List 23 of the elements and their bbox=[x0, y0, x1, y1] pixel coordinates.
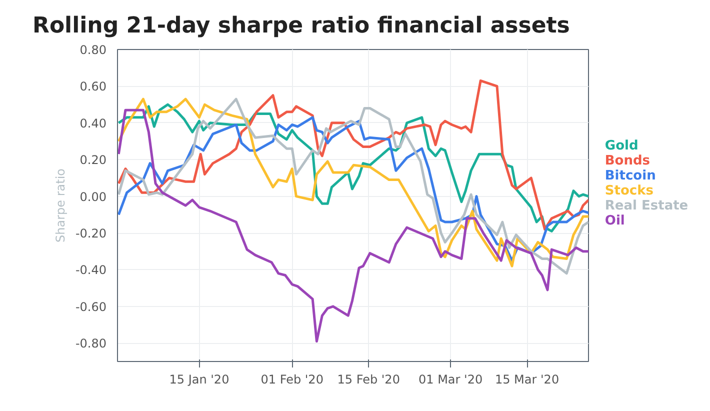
series-label: Stocks bbox=[604, 184, 654, 198]
y-axis-title: Sharpe ratio bbox=[53, 168, 68, 242]
x-tick-label: 15 Jan '20 bbox=[169, 372, 230, 386]
y-tick-label: -0.60 bbox=[75, 300, 107, 314]
text: Oil bbox=[604, 214, 625, 228]
y-tick-label: -0.80 bbox=[75, 336, 107, 351]
chart-title: Rolling 21-day sharpe ratio financial assets bbox=[32, 14, 570, 38]
x-tick-label: 01 Feb '20 bbox=[260, 372, 324, 386]
y-tick-label: 0.60 bbox=[80, 80, 106, 94]
x-tick-label: 15 Feb '20 bbox=[337, 372, 400, 386]
y-tick-label: 0.80 bbox=[80, 43, 106, 57]
y-tick-label: 0.40 bbox=[80, 116, 106, 130]
line-series bbox=[118, 108, 588, 343]
y-tick-label: -0.20 bbox=[75, 226, 107, 241]
text: Bitcoin bbox=[604, 168, 656, 184]
series-label: Real Estate bbox=[604, 198, 688, 214]
text: Bonds bbox=[604, 154, 650, 168]
text: Gold bbox=[604, 138, 638, 154]
y-tick-label: 0.00 bbox=[80, 190, 106, 204]
y-tick-label: 0.20 bbox=[80, 153, 106, 168]
x-tick-label: 15 Mar '20 bbox=[494, 372, 560, 386]
y-tick-label: -0.40 bbox=[75, 263, 107, 278]
x-tick-label: 01 Mar '20 bbox=[418, 372, 483, 386]
